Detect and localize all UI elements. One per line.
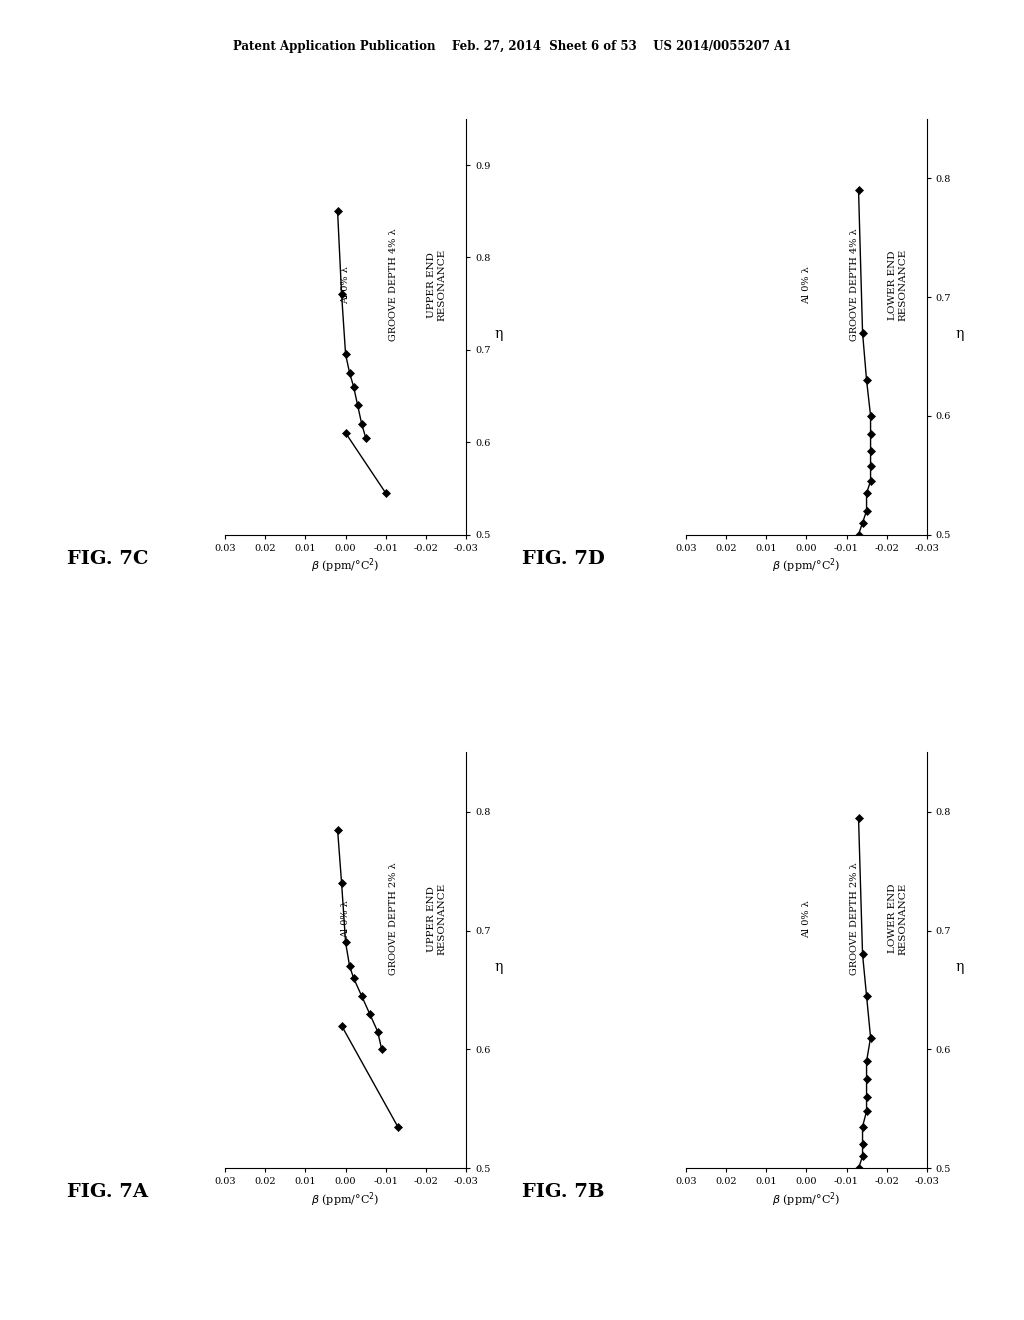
Text: Patent Application Publication    Feb. 27, 2014  Sheet 6 of 53    US 2014/005520: Patent Application Publication Feb. 27, … [232, 40, 792, 53]
Text: Al 0% λ: Al 0% λ [341, 900, 350, 937]
Text: LOWER END
RESONANCE: LOWER END RESONANCE [888, 883, 907, 954]
Y-axis label: η: η [955, 327, 964, 341]
X-axis label: $\beta$ (ppm/°C$^2$): $\beta$ (ppm/°C$^2$) [772, 557, 841, 576]
Text: FIG. 7A: FIG. 7A [67, 1183, 147, 1201]
X-axis label: $\beta$ (ppm/°C$^2$): $\beta$ (ppm/°C$^2$) [311, 1191, 380, 1209]
Text: Al 0% λ: Al 0% λ [802, 900, 811, 937]
Text: GROOVE DEPTH 2% λ: GROOVE DEPTH 2% λ [389, 862, 398, 975]
Text: UPPER END
RESONANCE: UPPER END RESONANCE [427, 883, 446, 954]
Text: Al 0% λ: Al 0% λ [802, 267, 811, 304]
X-axis label: $\beta$ (ppm/°C$^2$): $\beta$ (ppm/°C$^2$) [772, 1191, 841, 1209]
X-axis label: $\beta$ (ppm/°C$^2$): $\beta$ (ppm/°C$^2$) [311, 557, 380, 576]
Text: FIG. 7C: FIG. 7C [67, 549, 148, 568]
Text: GROOVE DEPTH 2% λ: GROOVE DEPTH 2% λ [850, 862, 859, 975]
Text: LOWER END
RESONANCE: LOWER END RESONANCE [888, 249, 907, 321]
Text: Al 0% λ: Al 0% λ [341, 267, 350, 304]
Text: GROOVE DEPTH 4% λ: GROOVE DEPTH 4% λ [850, 228, 859, 342]
Y-axis label: η: η [955, 961, 964, 974]
Text: UPPER END
RESONANCE: UPPER END RESONANCE [427, 249, 446, 321]
Y-axis label: η: η [495, 961, 503, 974]
Y-axis label: η: η [495, 327, 503, 341]
Text: FIG. 7D: FIG. 7D [522, 549, 605, 568]
Text: FIG. 7B: FIG. 7B [522, 1183, 605, 1201]
Text: GROOVE DEPTH 4% λ: GROOVE DEPTH 4% λ [389, 228, 398, 342]
